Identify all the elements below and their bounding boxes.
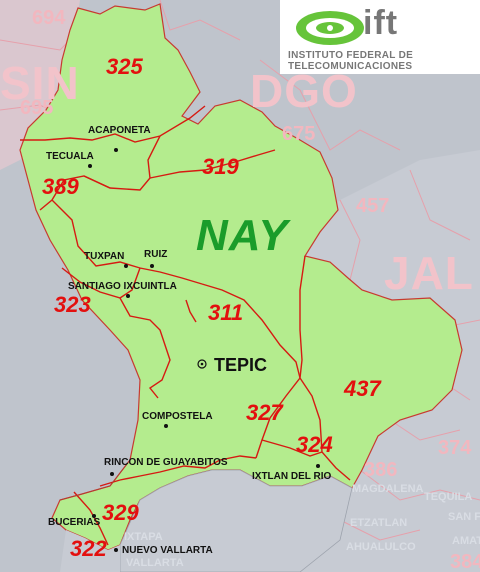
- town-amatitan: AMATITAN: [452, 535, 480, 547]
- tuxpan-dot: [124, 264, 128, 268]
- ift-brand: ift: [363, 4, 399, 42]
- tepic-marker-dot: [200, 362, 204, 366]
- town-santiago-ixcuintla: SANTIAGO IXCUINTLA: [68, 281, 177, 292]
- neighbor-lines: [0, 0, 480, 541]
- ift-line-1: INSTITUTO FEDERAL DE: [288, 50, 414, 61]
- outside-code-675: 675: [282, 123, 316, 145]
- nuevo-vallarta-dot: [114, 548, 118, 552]
- ift-logo: ift INSTITUTO FEDERAL DE TELECOMUNICACIO…: [280, 0, 480, 74]
- area-code-324: 324: [296, 432, 333, 457]
- area-code-327: 327: [246, 400, 283, 425]
- state-label-sin: SIN: [0, 57, 80, 109]
- town-rincon-de-guayabitos: RINCON DE GUAYABITOS: [104, 457, 228, 468]
- area-code-borders: [20, 105, 351, 546]
- ruiz-dot: [150, 264, 154, 268]
- state-label-jal: JAL: [384, 247, 474, 299]
- town-tequila: TEQUILA: [424, 491, 473, 503]
- town-ixtlan-del-rio: IXTLAN DEL RIO: [252, 471, 332, 482]
- jalisco-south-coast: [119, 469, 353, 572]
- town-bucerias: BUCERIAS: [48, 517, 101, 528]
- area-code-322: 322: [70, 536, 107, 561]
- outside-code-374: 374: [438, 437, 472, 459]
- santiago-dot: [126, 294, 130, 298]
- area-code-311: 311: [208, 300, 244, 325]
- outside-code-457: 457: [356, 195, 390, 217]
- town-san-f: SAN F: [448, 511, 480, 523]
- town-tecuala: TECUALA: [46, 151, 94, 162]
- town-etzatlan: ETZATLAN: [350, 517, 408, 529]
- area-code-437: 437: [344, 376, 381, 401]
- coast-line: [59, 459, 131, 501]
- area-code-389: 389: [42, 174, 79, 199]
- state-label-nay: NAY: [196, 211, 289, 260]
- town-ruiz: RUIZ: [144, 249, 168, 260]
- area-code-319: 319: [202, 154, 239, 179]
- outside-code-384: 384: [450, 551, 480, 572]
- area-code-329: 329: [102, 500, 139, 525]
- bucerias-dot: [92, 514, 96, 518]
- ift-emblem-icon: [296, 11, 364, 45]
- sinaloa-region: [0, 0, 80, 170]
- town-nuevo-vallarta: NUEVO VALLARTA: [122, 545, 213, 556]
- ixtlan-dot: [316, 464, 320, 468]
- state-label-dgo: DGO: [250, 65, 358, 117]
- town-compostela: COMPOSTELA: [142, 411, 213, 422]
- tepic-marker: [197, 359, 207, 369]
- acaponeta-dot: [114, 148, 118, 152]
- bay-area: [60, 530, 120, 572]
- town-magdalena: MAGDALENA: [352, 483, 424, 495]
- town-tuxpan: TUXPAN: [84, 251, 125, 262]
- area-code-325: 325: [106, 54, 143, 79]
- town-tepic: TEPIC: [214, 355, 268, 375]
- outside-code-695: 695: [20, 97, 54, 119]
- compostela-dot: [164, 424, 168, 428]
- town-acaponeta: ACAPONETA: [88, 125, 151, 136]
- town-vallarta: VALLARTA: [126, 557, 184, 569]
- ift-line-2: TELECOMUNICACIONES: [288, 61, 413, 72]
- town-ixtapa: IXTAPA: [124, 531, 163, 543]
- outside-code-694: 694: [32, 7, 66, 29]
- outside-code-386: 386: [364, 459, 398, 481]
- tecuala-dot: [88, 164, 92, 168]
- rincon-dot: [110, 472, 114, 476]
- town-ahualulco: AHUALULCO: [346, 541, 416, 553]
- area-code-323: 323: [54, 292, 91, 317]
